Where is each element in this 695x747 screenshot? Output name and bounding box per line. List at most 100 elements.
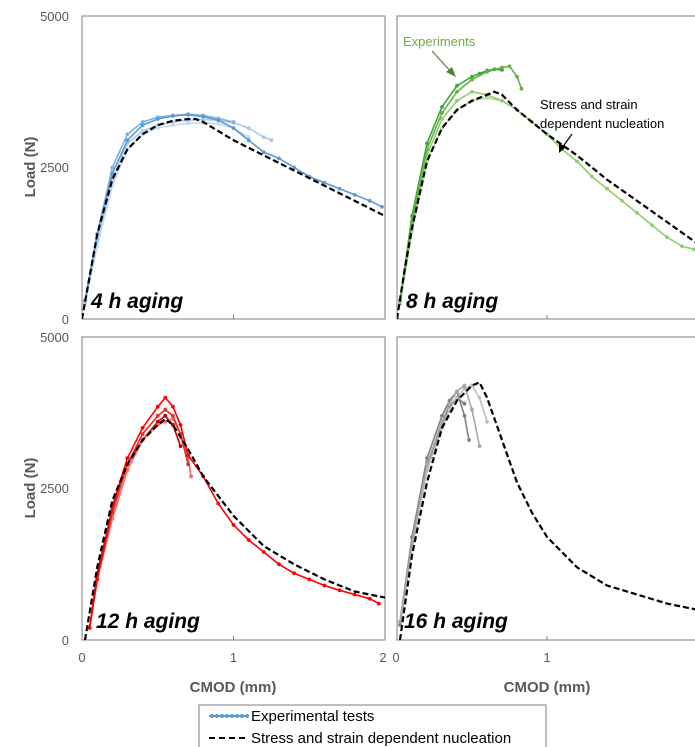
experimental-point bbox=[380, 205, 384, 209]
experimental-point bbox=[292, 571, 296, 576]
experimental-point bbox=[140, 426, 145, 430]
experimental-series-16h-4 bbox=[399, 396, 466, 626]
panel-title-16h: 16 h aging bbox=[404, 610, 508, 633]
y-tick-label: 5000 bbox=[40, 9, 69, 24]
experimental-point bbox=[171, 123, 175, 127]
experimental-point bbox=[186, 112, 191, 117]
experimental-point bbox=[95, 577, 100, 582]
experimental-point bbox=[110, 171, 115, 176]
annotation-arrow-experiments bbox=[431, 50, 453, 74]
panel-title-8h: 8 h aging bbox=[406, 290, 498, 313]
experimental-point bbox=[163, 413, 168, 418]
experimental-series-4h-1 bbox=[84, 113, 383, 301]
experimental-point bbox=[322, 180, 327, 185]
experimental-series-8h-2 bbox=[399, 68, 503, 301]
model-series-16h bbox=[398, 380, 695, 640]
panel-title-12h: 12 h aging bbox=[96, 610, 200, 633]
experimental-point bbox=[425, 462, 429, 467]
legend-marker bbox=[215, 714, 219, 718]
experimental-point bbox=[425, 456, 429, 461]
x-axis-label: CMOD (mm) bbox=[504, 679, 591, 696]
experimental-point bbox=[470, 77, 474, 82]
legend-marker bbox=[225, 714, 229, 718]
experimental-point bbox=[515, 74, 519, 79]
experimental-series-12h-2 bbox=[88, 408, 189, 629]
experimental-point bbox=[425, 141, 429, 146]
experimental-point bbox=[125, 138, 130, 143]
panel-title-4h: 4 h aging bbox=[90, 290, 183, 313]
experimental-series-16h-2 bbox=[399, 389, 470, 622]
experimental-point bbox=[125, 456, 130, 461]
experimental-point bbox=[440, 117, 444, 121]
legend-box bbox=[198, 704, 547, 747]
experimental-point bbox=[277, 156, 281, 161]
experimental-point bbox=[477, 444, 482, 448]
experimental-series-4h-3 bbox=[84, 118, 272, 305]
y-tick-label: 2500 bbox=[40, 481, 69, 496]
panel-frame-16h bbox=[396, 336, 695, 641]
experimental-point bbox=[650, 223, 654, 228]
experimental-point bbox=[178, 423, 183, 427]
x-tick-label: 0 bbox=[392, 650, 399, 665]
annotation-arrowhead-model bbox=[559, 143, 566, 153]
experimental-point bbox=[467, 438, 471, 442]
experimental-point bbox=[425, 147, 429, 152]
experimental-point bbox=[485, 419, 489, 424]
experimental-point bbox=[155, 117, 160, 121]
experimental-point bbox=[178, 444, 183, 448]
panel-series-8h bbox=[397, 64, 695, 319]
annotation-model-line1: Stress and strain bbox=[540, 97, 638, 112]
x-tick-label: 2 bbox=[379, 650, 386, 665]
experimental-point bbox=[261, 150, 266, 155]
experimental-point bbox=[140, 123, 145, 127]
x-tick-label: 1 bbox=[230, 650, 237, 665]
experimental-point bbox=[155, 419, 160, 424]
experimental-point bbox=[485, 95, 489, 100]
experimental-point bbox=[155, 404, 160, 409]
experimental-point bbox=[246, 538, 251, 542]
experimental-series-12h-1 bbox=[88, 396, 380, 629]
legend-marker bbox=[245, 714, 249, 718]
experimental-point bbox=[140, 432, 145, 436]
experimental-point bbox=[171, 413, 175, 418]
experimental-point bbox=[462, 413, 467, 418]
experimental-point bbox=[410, 541, 414, 545]
panel-frame-4h bbox=[81, 15, 386, 320]
experimental-point bbox=[246, 135, 251, 140]
experimental-point bbox=[163, 407, 168, 412]
experimental-point bbox=[140, 129, 145, 134]
experimental-point bbox=[216, 118, 221, 123]
experimental-point bbox=[665, 235, 669, 240]
experimental-series-16h-3 bbox=[399, 384, 488, 622]
panel-series-12h bbox=[83, 395, 385, 640]
model-series-8h bbox=[397, 90, 695, 319]
experimental-point bbox=[470, 89, 474, 94]
panel-series-16h bbox=[398, 380, 695, 640]
experimental-point bbox=[277, 562, 281, 567]
experimental-point bbox=[261, 135, 266, 140]
experimental-point bbox=[269, 138, 274, 143]
experimental-point bbox=[337, 186, 342, 191]
experimental-point bbox=[398, 619, 402, 624]
experimental-point bbox=[367, 198, 372, 203]
experimental-point bbox=[163, 395, 168, 400]
experimental-point bbox=[447, 401, 452, 406]
y-tick-label: 0 bbox=[62, 633, 69, 648]
experimental-point bbox=[231, 523, 236, 527]
experimental-series-4h-4 bbox=[84, 121, 250, 305]
experimental-point bbox=[307, 577, 312, 582]
x-axis-label: CMOD (mm) bbox=[190, 679, 277, 696]
experimental-point bbox=[246, 138, 251, 143]
experimental-point bbox=[231, 120, 236, 124]
experimental-point bbox=[462, 383, 467, 388]
x-tick-label: 0 bbox=[78, 650, 85, 665]
experimental-point bbox=[440, 413, 444, 418]
experimental-point bbox=[87, 626, 92, 630]
experimental-point bbox=[635, 211, 639, 215]
experimental-point bbox=[455, 83, 459, 88]
legend: Experimental tests Stress and strain dep… bbox=[198, 704, 547, 747]
panel-frame-12h bbox=[81, 336, 386, 641]
experimental-point bbox=[337, 588, 342, 593]
experimental-point bbox=[500, 65, 504, 70]
experimental-point bbox=[322, 583, 327, 588]
